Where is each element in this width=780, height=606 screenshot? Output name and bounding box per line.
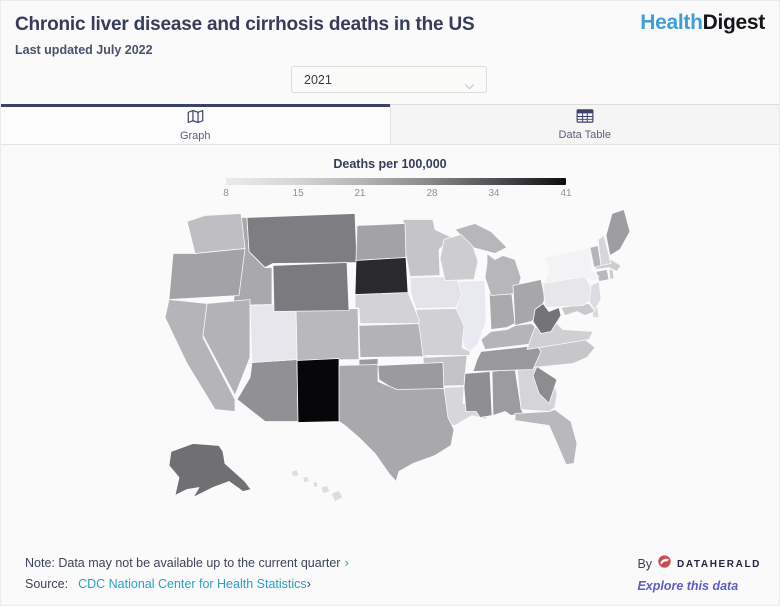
tab-data-table[interactable]: Data Table xyxy=(389,104,779,144)
year-select-row: 2021 xyxy=(15,66,763,93)
state-HI[interactable]: Hawaii xyxy=(312,481,319,488)
state-KS[interactable]: Kansas xyxy=(358,323,428,358)
legend-tick: 8 xyxy=(223,188,229,199)
legend-ticks: 8 15 21 28 34 41 xyxy=(223,188,571,202)
state-OR[interactable]: Oregon xyxy=(168,248,246,300)
legend-tick: 28 xyxy=(426,188,438,199)
tab-graph[interactable]: Graph xyxy=(1,104,390,144)
explore-data-link[interactable]: Explore this data xyxy=(637,579,739,593)
state-NV[interactable]: Nevada xyxy=(202,299,251,396)
state-HI[interactable]: Hawaii xyxy=(302,476,310,483)
legend-tick: 15 xyxy=(292,188,304,199)
year-dropdown[interactable]: 2021 xyxy=(291,66,487,93)
footer-right: By DATAHERALD Explore this data xyxy=(637,555,761,593)
tab-data-table-label: Data Table xyxy=(558,128,611,141)
state-NE[interactable]: Nebraska xyxy=(354,292,420,324)
state-WA[interactable]: Washington xyxy=(186,213,246,254)
footer-left: Note: Data may not be available up to th… xyxy=(25,555,349,591)
page-title: Chronic liver disease and cirrhosis deat… xyxy=(15,14,475,35)
state-NY[interactable]: New York xyxy=(544,245,600,284)
dataherald-badge[interactable]: By DATAHERALD xyxy=(637,555,761,573)
tab-graph-label: Graph xyxy=(179,130,211,142)
state-HI[interactable]: Hawaii xyxy=(320,485,331,494)
legend-title: Deaths per 100,000 xyxy=(333,157,447,171)
state-VT[interactable]: Vermont xyxy=(589,245,602,268)
state-SD[interactable]: South Dakota xyxy=(354,257,409,295)
chevron-right-icon: › xyxy=(344,555,349,570)
state-MT[interactable]: Montana xyxy=(246,213,358,268)
logo-health: Health xyxy=(640,11,703,34)
table-icon xyxy=(576,108,594,128)
state-SC[interactable]: South Carolina xyxy=(532,366,558,404)
state-IA[interactable]: Iowa xyxy=(409,276,463,309)
state-CO[interactable]: Colorado xyxy=(295,308,360,361)
state-RI[interactable]: Rhode Island xyxy=(608,269,615,280)
state-TX[interactable]: Texas xyxy=(338,364,455,482)
color-legend: Deaths per 100,000 8 15 21 28 34 41 xyxy=(1,157,779,202)
state-FL[interactable]: Florida xyxy=(514,409,578,465)
last-updated-label: Last updated July 2022 xyxy=(15,43,153,57)
us-choropleth-map: AlabamaAlaskaArizonaArkansasCaliforniaCo… xyxy=(1,204,779,556)
legend-tick: 34 xyxy=(488,188,500,199)
legend-gradient-bar xyxy=(226,178,566,185)
chevron-right-icon: › xyxy=(306,576,311,591)
healthdigest-logo[interactable]: HealthDigest xyxy=(640,11,765,35)
source-link[interactable]: CDC National Center for Health Statistic… xyxy=(78,577,307,591)
state-WI[interactable]: Wisconsin xyxy=(439,234,479,281)
legend-tick: 21 xyxy=(354,188,366,199)
dataherald-brand: DATAHERALD xyxy=(677,558,761,570)
source-label: Source: xyxy=(25,577,69,591)
us-map-svg: AlabamaAlaskaArizonaArkansasCaliforniaCo… xyxy=(164,209,631,502)
state-WV[interactable]: West Virginia xyxy=(532,303,562,334)
state-WY[interactable]: Wyoming xyxy=(272,262,350,312)
legend-tick: 41 xyxy=(560,188,572,199)
state-HI[interactable]: Hawaii xyxy=(330,490,344,502)
header: Chronic liver disease and cirrhosis deat… xyxy=(1,1,779,93)
state-HI[interactable]: Hawaii xyxy=(290,469,300,477)
state-ME[interactable]: Maine xyxy=(605,209,631,256)
dataherald-icon xyxy=(658,555,671,573)
state-MO[interactable]: Missouri xyxy=(415,308,471,356)
state-AK[interactable]: Alaska xyxy=(168,443,252,498)
note-link[interactable]: Note: Data may not be available up to th… xyxy=(25,555,349,570)
by-label: By xyxy=(637,557,653,571)
logo-digest: Digest xyxy=(702,11,766,34)
state-CT[interactable]: Connecticut xyxy=(595,269,610,282)
chevron-down-icon xyxy=(464,77,475,95)
note-text: Note: Data may not be available up to th… xyxy=(25,556,341,570)
state-AZ[interactable]: Arizona xyxy=(236,359,299,422)
state-ND[interactable]: North Dakota xyxy=(355,223,407,261)
year-dropdown-value: 2021 xyxy=(304,72,332,87)
state-MS[interactable]: Mississippi xyxy=(463,371,493,418)
tab-bar: Graph Data Table xyxy=(1,104,779,145)
state-UT[interactable]: Utah xyxy=(249,304,298,363)
source-line: Source: CDC National Center for Health St… xyxy=(25,576,349,591)
state-TN[interactable]: Tennessee xyxy=(472,345,542,372)
footer: Note: Data may not be available up to th… xyxy=(25,555,761,593)
map-icon xyxy=(187,109,204,129)
state-NM[interactable]: New Mexico xyxy=(296,358,341,423)
